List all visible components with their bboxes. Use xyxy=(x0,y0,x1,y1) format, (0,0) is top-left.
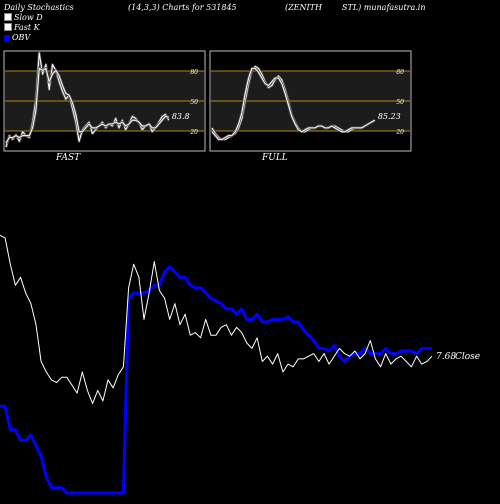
close-line xyxy=(0,234,433,405)
fast-series-1 xyxy=(5,67,169,144)
chart-company-site: STL) munafasutra.in xyxy=(342,3,426,12)
legend-swatch-obv xyxy=(4,35,10,41)
legend-swatch-fast-k xyxy=(4,23,12,31)
legend-obv: OBV xyxy=(4,33,30,42)
legend-fast-k: Fast K xyxy=(4,23,40,32)
full-tick-50: 50 xyxy=(396,99,404,106)
close-last-value: 7.68 xyxy=(436,352,456,362)
chart-title: Daily Stochastics xyxy=(4,3,74,12)
legend-swatch-slow-d xyxy=(4,13,12,21)
full-panel-label: FULL xyxy=(262,153,288,163)
full-last-value: 85.23 xyxy=(378,112,401,121)
fast-tick-80: 80 xyxy=(190,69,198,76)
fast-last-value: 83.8 xyxy=(172,112,190,121)
full-tick-80: 80 xyxy=(396,69,404,76)
full-series-1 xyxy=(211,67,376,140)
chart-params: (14,3,3) Charts for 531845 xyxy=(128,3,237,12)
chart-company: (ZENITH xyxy=(285,3,322,12)
fast-panel-label: FAST xyxy=(56,153,81,163)
close-label: Close xyxy=(455,352,480,362)
full-tick-20: 20 xyxy=(395,129,404,136)
legend-slow-d: Slow D xyxy=(4,13,43,22)
fast-tick-20: 20 xyxy=(189,129,198,136)
fast-tick-50: 50 xyxy=(190,99,198,106)
legend-label-slow-d: Slow D xyxy=(14,13,43,22)
legend-label-obv: OBV xyxy=(12,33,31,42)
obv-line xyxy=(0,265,432,495)
legend-label-fast-k: Fast K xyxy=(14,23,40,32)
